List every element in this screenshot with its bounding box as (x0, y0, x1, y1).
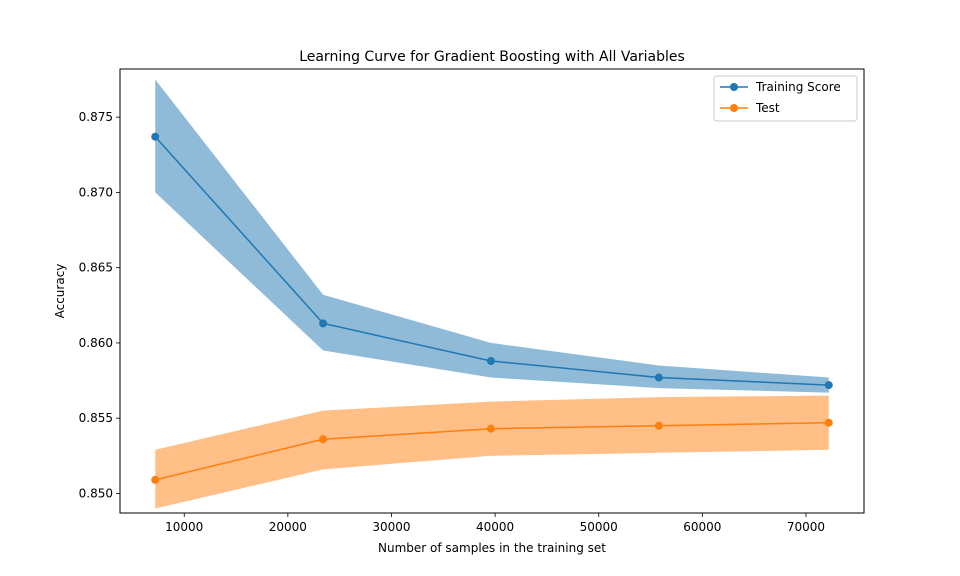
chart-title: Learning Curve for Gradient Boosting wit… (299, 49, 685, 65)
x-axis-ticks: 10000 20000 30000 40000 50000 60000 70000 (165, 513, 825, 534)
training-score-point (151, 132, 160, 141)
x-tick-label: 30000 (372, 520, 410, 534)
y-tick-label: 0.855 (79, 411, 113, 425)
x-tick-label: 50000 (580, 520, 618, 534)
test-point (654, 421, 663, 430)
y-tick-label: 0.870 (79, 185, 113, 199)
y-tick-label: 0.865 (79, 261, 113, 275)
test-point (486, 424, 495, 433)
x-tick-label: 60000 (683, 520, 721, 534)
x-tick-label: 10000 (165, 520, 203, 534)
training-score-band (155, 79, 829, 393)
x-tick-label: 70000 (787, 520, 825, 534)
legend-training-score-label: Training Score (755, 80, 841, 94)
training-score-point (824, 381, 833, 390)
x-tick-label: 20000 (269, 520, 307, 534)
training-score-point (319, 319, 328, 328)
legend-test-label: Test (755, 101, 780, 115)
y-tick-label: 0.860 (79, 336, 113, 350)
x-tick-label: 40000 (476, 520, 514, 534)
y-axis-ticks: 0.850 0.855 0.860 0.865 0.870 0.875 (79, 110, 120, 500)
test-band (155, 395, 829, 509)
test-point (151, 475, 160, 484)
confidence-bands (155, 79, 829, 509)
legend-box (713, 75, 858, 122)
y-tick-label: 0.850 (79, 486, 113, 500)
legend-training-score-marker (730, 83, 738, 91)
y-axis-label: Accuracy (53, 264, 67, 319)
y-tick-label: 0.875 (79, 110, 113, 124)
legend-test-marker (730, 104, 738, 112)
series-points (151, 132, 833, 484)
test-point (824, 418, 833, 427)
training-score-point (486, 356, 495, 365)
plot-area-frame (119, 68, 865, 514)
training-score-point (654, 373, 663, 382)
x-axis-label: Number of samples in the training set (378, 541, 606, 555)
legend: Training Score Test (713, 75, 858, 122)
test-point (319, 435, 328, 444)
